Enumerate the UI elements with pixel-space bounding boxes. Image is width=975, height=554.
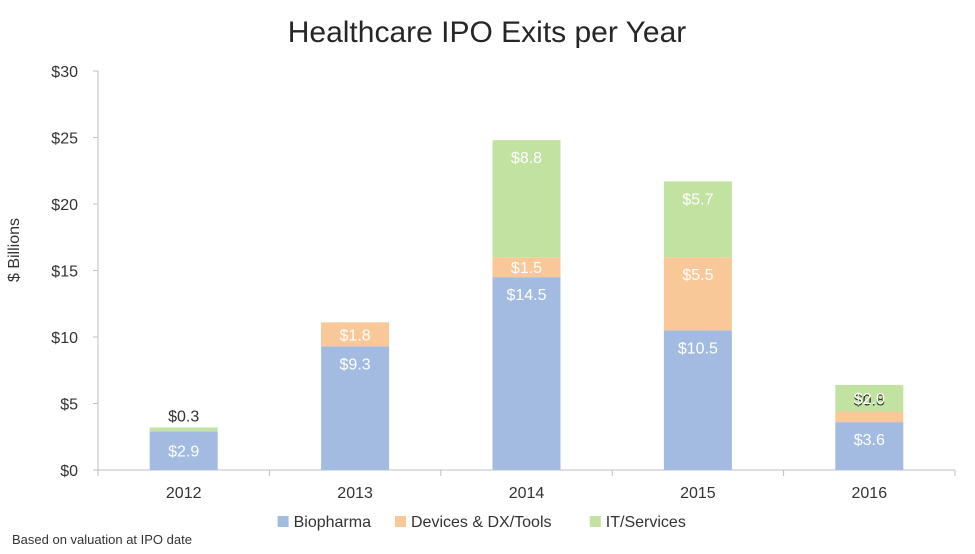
y-tick-label: $20	[51, 197, 78, 214]
bar-segment	[835, 422, 904, 470]
bar-segment	[149, 427, 218, 432]
bar-segment	[321, 346, 390, 470]
data-label: $2.0	[854, 391, 885, 408]
legend-label: Biopharma	[294, 514, 371, 531]
data-label: $0.3	[168, 408, 199, 425]
data-label: $1.5	[511, 260, 542, 277]
x-tick-label: 2014	[509, 485, 545, 502]
data-label: $1.8	[340, 327, 371, 344]
bar-segment	[835, 411, 904, 423]
data-label: $5.7	[682, 191, 713, 208]
legend-swatch	[277, 516, 289, 527]
y-tick-label: $10	[51, 330, 78, 347]
chart-title: Healthcare IPO Exits per Year	[288, 16, 687, 49]
axes: $0 $5 $10 $15 $20 $25 $30 2012 2013 2014 2015 2016	[51, 64, 956, 502]
x-tick-label: 2012	[166, 485, 202, 502]
data-label: $14.5	[506, 287, 546, 304]
data-label: $9.3	[340, 356, 371, 373]
y-tick-label: $30	[51, 64, 78, 81]
x-tick-label: 2015	[680, 485, 716, 502]
bar-segment	[492, 277, 561, 470]
data-label: $0.8	[854, 392, 885, 409]
data-label: $10.5	[678, 340, 718, 357]
data-label: $3.6	[854, 432, 885, 449]
y-tick-label: $0	[60, 463, 78, 480]
y-tick-label: $5	[60, 397, 78, 414]
legend-swatch	[395, 516, 406, 527]
bars: $2.9 $0.3 $9.3 $1.8 $14.5 $1.5 $8.8 $10.5 $5.5 $5…	[149, 140, 904, 470]
y-tick-label: $25	[51, 131, 78, 148]
bar-segment	[835, 384, 904, 412]
bar-segment	[149, 431, 218, 470]
legend-swatch	[589, 516, 601, 527]
legend: Biopharma Devices & DX/Tools IT/Services	[277, 514, 686, 531]
bar-segment	[663, 257, 732, 331]
x-tick-label: 2016	[852, 485, 888, 502]
data-label: $8.8	[511, 150, 542, 167]
y-axis-label: $ Billions	[6, 218, 23, 282]
legend-label: IT/Services	[606, 514, 686, 531]
bar-segment	[663, 181, 732, 258]
data-label: $5.5	[682, 267, 713, 284]
footnote: Based on valuation at IPO date	[12, 532, 192, 547]
bar-segment	[492, 140, 561, 258]
data-label: $2.9	[168, 444, 199, 461]
bar-segment	[321, 322, 390, 347]
legend-label: Devices & DX/Tools	[411, 514, 552, 531]
y-tick-label: $15	[51, 264, 78, 281]
x-tick-label: 2013	[337, 485, 373, 502]
bar-segment	[663, 330, 732, 470]
bar-segment	[492, 257, 561, 278]
